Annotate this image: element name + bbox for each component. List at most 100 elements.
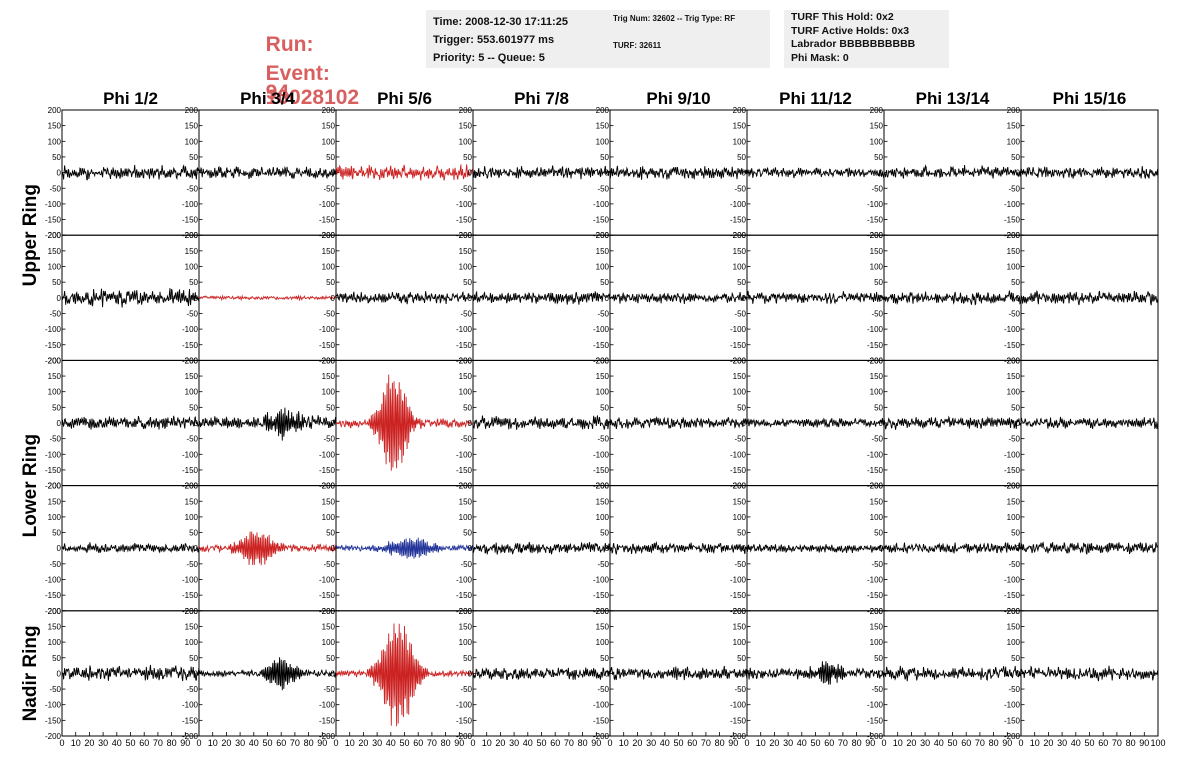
y-tick-label: 100: [185, 513, 199, 522]
x-tick-label: 10: [893, 738, 903, 748]
y-tick-label: -150: [456, 341, 473, 350]
turf-info-box: TURF This Hold: 0x2 TURF Active Holds: 0…: [784, 10, 949, 68]
x-tick-label: 70: [564, 738, 574, 748]
y-tick-label: 150: [185, 122, 199, 131]
x-tick-label: 40: [660, 738, 670, 748]
waveform-trace: [335, 291, 474, 305]
waveform-trace: [883, 665, 1022, 682]
y-tick-label: 150: [459, 622, 473, 631]
y-tick-label: 0: [1016, 169, 1021, 178]
y-tick-label: 50: [463, 529, 472, 538]
y-tick-label: 100: [185, 388, 199, 397]
y-tick-label: -150: [593, 466, 610, 475]
x-tick-label: 80: [715, 738, 725, 748]
x-tick-label: 0: [1018, 738, 1023, 748]
y-tick-label: 100: [459, 388, 473, 397]
y-tick-label: 50: [1011, 529, 1020, 538]
x-tick-label: 60: [1098, 738, 1108, 748]
y-tick-label: 200: [1007, 231, 1021, 240]
x-tick-label: 90: [454, 738, 464, 748]
x-tick-label: 40: [797, 738, 807, 748]
y-tick-label: 0: [1016, 419, 1021, 428]
y-tick-label: -100: [867, 200, 884, 209]
run-value: 94: [265, 81, 290, 104]
y-tick-label: 200: [48, 356, 62, 365]
y-tick-label: -100: [45, 325, 62, 334]
column-header: Phi 7/8: [514, 89, 569, 108]
y-tick-label: 0: [1016, 669, 1021, 678]
waveform-trace: [610, 416, 748, 430]
y-tick-label: -200: [319, 607, 336, 616]
y-tick-label: -100: [1004, 450, 1021, 459]
y-tick-label: -50: [460, 309, 472, 318]
y-tick-label: -50: [597, 560, 609, 569]
y-tick-label: 100: [870, 137, 884, 146]
y-tick-label: -50: [49, 685, 61, 694]
y-tick-label: 50: [600, 153, 609, 162]
turf-hold-text: TURF This Hold: 0x2: [791, 11, 894, 23]
y-tick-label: 0: [879, 294, 884, 303]
y-tick-label: 100: [596, 263, 610, 272]
y-tick-label: -200: [593, 607, 610, 616]
y-tick-label: 0: [879, 169, 884, 178]
y-tick-label: -50: [186, 184, 198, 193]
y-tick-label: 0: [742, 669, 747, 678]
y-tick-label: -100: [1004, 325, 1021, 334]
x-tick-label: 30: [920, 738, 930, 748]
x-tick-label: 30: [509, 738, 519, 748]
y-tick-label: 150: [1007, 622, 1021, 631]
x-tick-label: 0: [881, 738, 886, 748]
y-tick-label: 200: [48, 231, 62, 240]
x-tick-label: 20: [84, 738, 94, 748]
y-tick-label: -100: [319, 701, 336, 710]
y-tick-label: 100: [870, 388, 884, 397]
y-tick-label: 150: [322, 122, 336, 131]
y-tick-label: -100: [319, 450, 336, 459]
x-tick-label: 90: [317, 738, 327, 748]
x-tick-label: 90: [865, 738, 875, 748]
event-number: Event: 10028102: [254, 38, 359, 110]
y-tick-label: 50: [326, 654, 335, 663]
y-tick-label: -200: [45, 482, 62, 491]
y-tick-label: -100: [45, 450, 62, 459]
y-tick-label: -150: [456, 466, 473, 475]
y-tick-label: 100: [870, 638, 884, 647]
y-tick-label: 50: [1011, 654, 1020, 663]
y-tick-label: 50: [737, 654, 746, 663]
y-tick-label: -150: [867, 716, 884, 725]
y-tick-label: 50: [874, 654, 883, 663]
y-tick-label: 50: [189, 278, 198, 287]
trigger-text: Trigger: 553.601977 ms: [433, 34, 555, 46]
y-tick-label: -200: [593, 231, 610, 240]
y-tick-label: -200: [45, 231, 62, 240]
event-value: 10028102: [265, 86, 360, 109]
y-tick-label: 150: [596, 247, 610, 256]
y-tick-label: -150: [319, 216, 336, 225]
y-tick-label: -100: [1004, 701, 1021, 710]
y-tick-label: -150: [867, 216, 884, 225]
y-tick-label: -150: [593, 716, 610, 725]
y-tick-label: -200: [45, 732, 62, 741]
x-tick-label: 20: [1043, 738, 1053, 748]
y-tick-label: 150: [459, 497, 473, 506]
ring-label: Lower Ring: [20, 434, 41, 537]
x-tick-label: 20: [906, 738, 916, 748]
time-text: Time: 2008-12-30 17:11:25: [433, 16, 568, 28]
y-tick-label: 50: [463, 153, 472, 162]
x-tick-label: 50: [262, 738, 272, 748]
x-tick-label: 70: [701, 738, 711, 748]
x-tick-label: 60: [961, 738, 971, 748]
y-tick-label: 0: [468, 419, 473, 428]
y-tick-label: 0: [605, 419, 610, 428]
y-tick-label: 200: [733, 356, 747, 365]
waveform-trace: [609, 541, 748, 555]
y-tick-label: 150: [733, 622, 747, 631]
y-tick-label: 150: [185, 497, 199, 506]
y-tick-label: -100: [1004, 576, 1021, 585]
y-tick-label: 50: [737, 529, 746, 538]
y-tick-label: -150: [1004, 716, 1021, 725]
y-tick-label: 150: [870, 372, 884, 381]
y-tick-label: 50: [600, 529, 609, 538]
y-tick-label: -150: [45, 341, 62, 350]
